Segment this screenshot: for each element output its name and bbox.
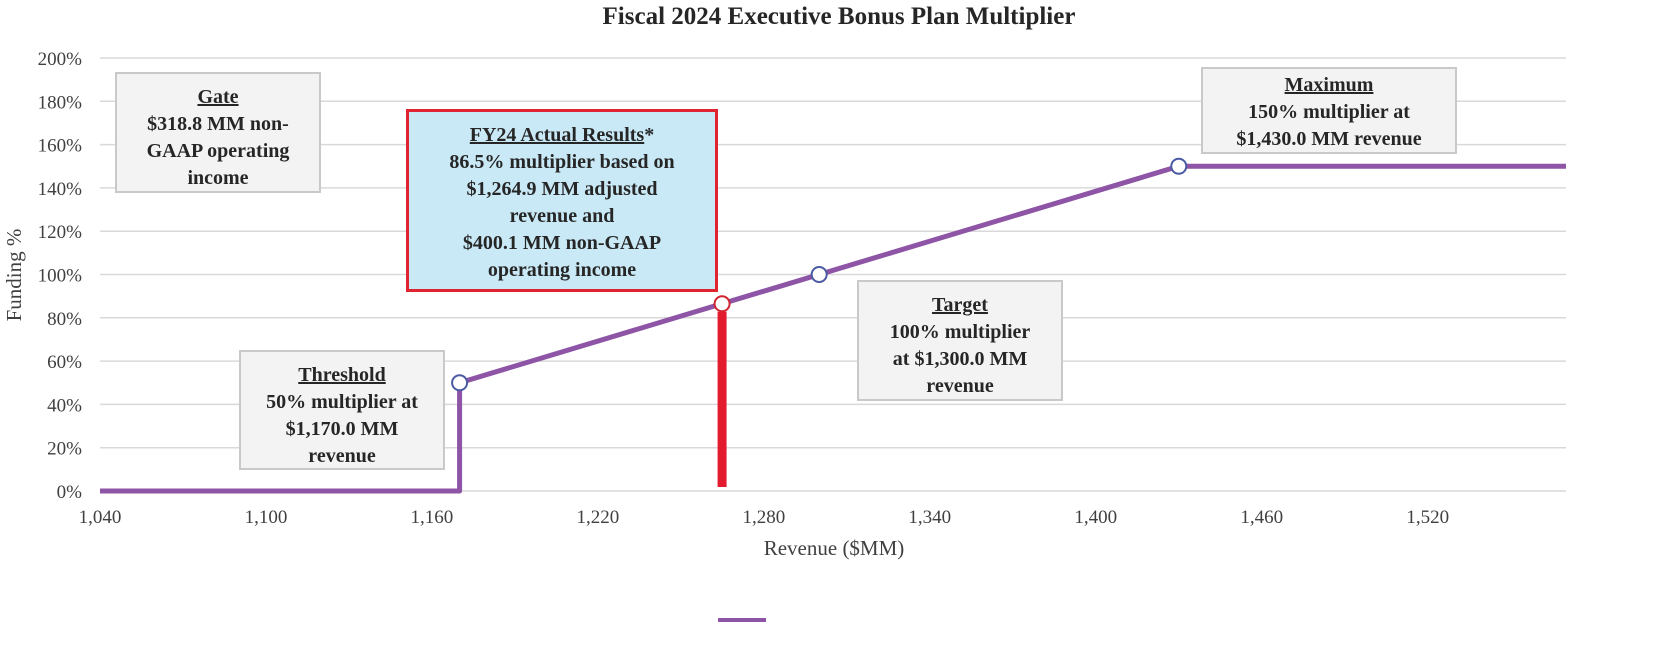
threshold-line-1: 50% multiplier at: [266, 391, 418, 413]
actual-heading: FY24 Actual Results: [469, 124, 645, 146]
y-tick-label-20: 20%: [47, 439, 82, 460]
target-line-1: 100% multiplier: [889, 321, 1031, 343]
gate-callout: Gate $318.8 MM non- GAAP operating incom…: [115, 72, 321, 193]
x-tick-label-1340: 1,340: [908, 507, 951, 528]
gate-heading: Gate: [197, 86, 239, 108]
marker-threshold: [451, 374, 469, 392]
y-tick-label-180: 180%: [38, 92, 83, 113]
maximum-callout: Maximum 150% multiplier at $1,430.0 MM r…: [1201, 67, 1457, 154]
y-axis-label: Funding %: [2, 229, 26, 322]
marker-target: [810, 266, 828, 283]
x-axis-label: Revenue ($MM): [764, 536, 905, 560]
target-callout: Target 100% multiplier at $1,300.0 MM re…: [857, 280, 1063, 401]
gate-line-1: $318.8 MM non-: [147, 113, 289, 135]
marker-maximum: [1170, 157, 1188, 175]
chart-title: Fiscal 2024 Executive Bonus Plan Multipl…: [603, 3, 1076, 30]
y-axis-ticks: 0% 20% 40% 60% 80% 100% 120% 140% 160% 180% 200%: [38, 49, 83, 503]
gate-line-3: income: [187, 167, 249, 189]
threshold-heading: Threshold: [298, 364, 386, 386]
y-tick-label-0: 0%: [57, 482, 83, 503]
gate-line-2: GAAP operating: [146, 140, 290, 162]
threshold-line-3: revenue: [308, 445, 376, 467]
y-tick-label-120: 120%: [38, 222, 83, 243]
x-tick-label-1460: 1,460: [1240, 507, 1283, 528]
x-tick-label-1280: 1,280: [742, 507, 785, 528]
actual-line-3: revenue and: [509, 205, 615, 227]
threshold-callout: Threshold 50% multiplier at $1,170.0 MM …: [239, 350, 445, 470]
y-tick-label-200: 200%: [38, 49, 83, 70]
actual-line-4: $400.1 MM non-GAAP: [462, 232, 662, 254]
y-tick-label-140: 140%: [38, 179, 83, 200]
actual-line-2: $1,264.9 MM adjusted: [466, 178, 658, 200]
y-tick-label-40: 40%: [47, 395, 82, 416]
x-tick-label-1040: 1,040: [79, 507, 122, 528]
actual-line-5: operating income: [487, 259, 637, 281]
actual-heading-suffix: *: [644, 124, 655, 146]
target-heading: Target: [932, 294, 988, 316]
x-tick-label-1400: 1,400: [1074, 507, 1117, 528]
marker-actual: [713, 295, 731, 313]
y-tick-label-80: 80%: [47, 309, 82, 330]
y-tick-label-100: 100%: [38, 266, 83, 287]
x-tick-label-1520: 1,520: [1406, 507, 1449, 528]
markers-group: [451, 157, 1188, 392]
maximum-line-1: 150% multiplier at: [1248, 101, 1410, 123]
maximum-line-2: $1,430.0 MM revenue: [1236, 128, 1422, 150]
actual-line-1: 86.5% multiplier based on: [449, 151, 675, 173]
maximum-heading: Maximum: [1284, 74, 1374, 96]
threshold-line-2: $1,170.0 MM: [285, 418, 399, 440]
actual-results-callout: FY24 Actual Results* 86.5% multiplier ba…: [406, 109, 718, 292]
y-tick-label-60: 60%: [47, 352, 82, 373]
x-tick-label-1160: 1,160: [411, 507, 454, 528]
x-tick-label-1100: 1,100: [245, 507, 288, 528]
y-tick-label-160: 160%: [38, 136, 83, 157]
x-tick-label-1220: 1,220: [577, 507, 620, 528]
target-line-3: revenue: [926, 375, 994, 397]
target-line-2: at $1,300.0 MM: [892, 348, 1028, 370]
x-axis-ticks: 1,040 1,100 1,160 1,220 1,280 1,340 1,400 1,460…: [79, 507, 1449, 528]
